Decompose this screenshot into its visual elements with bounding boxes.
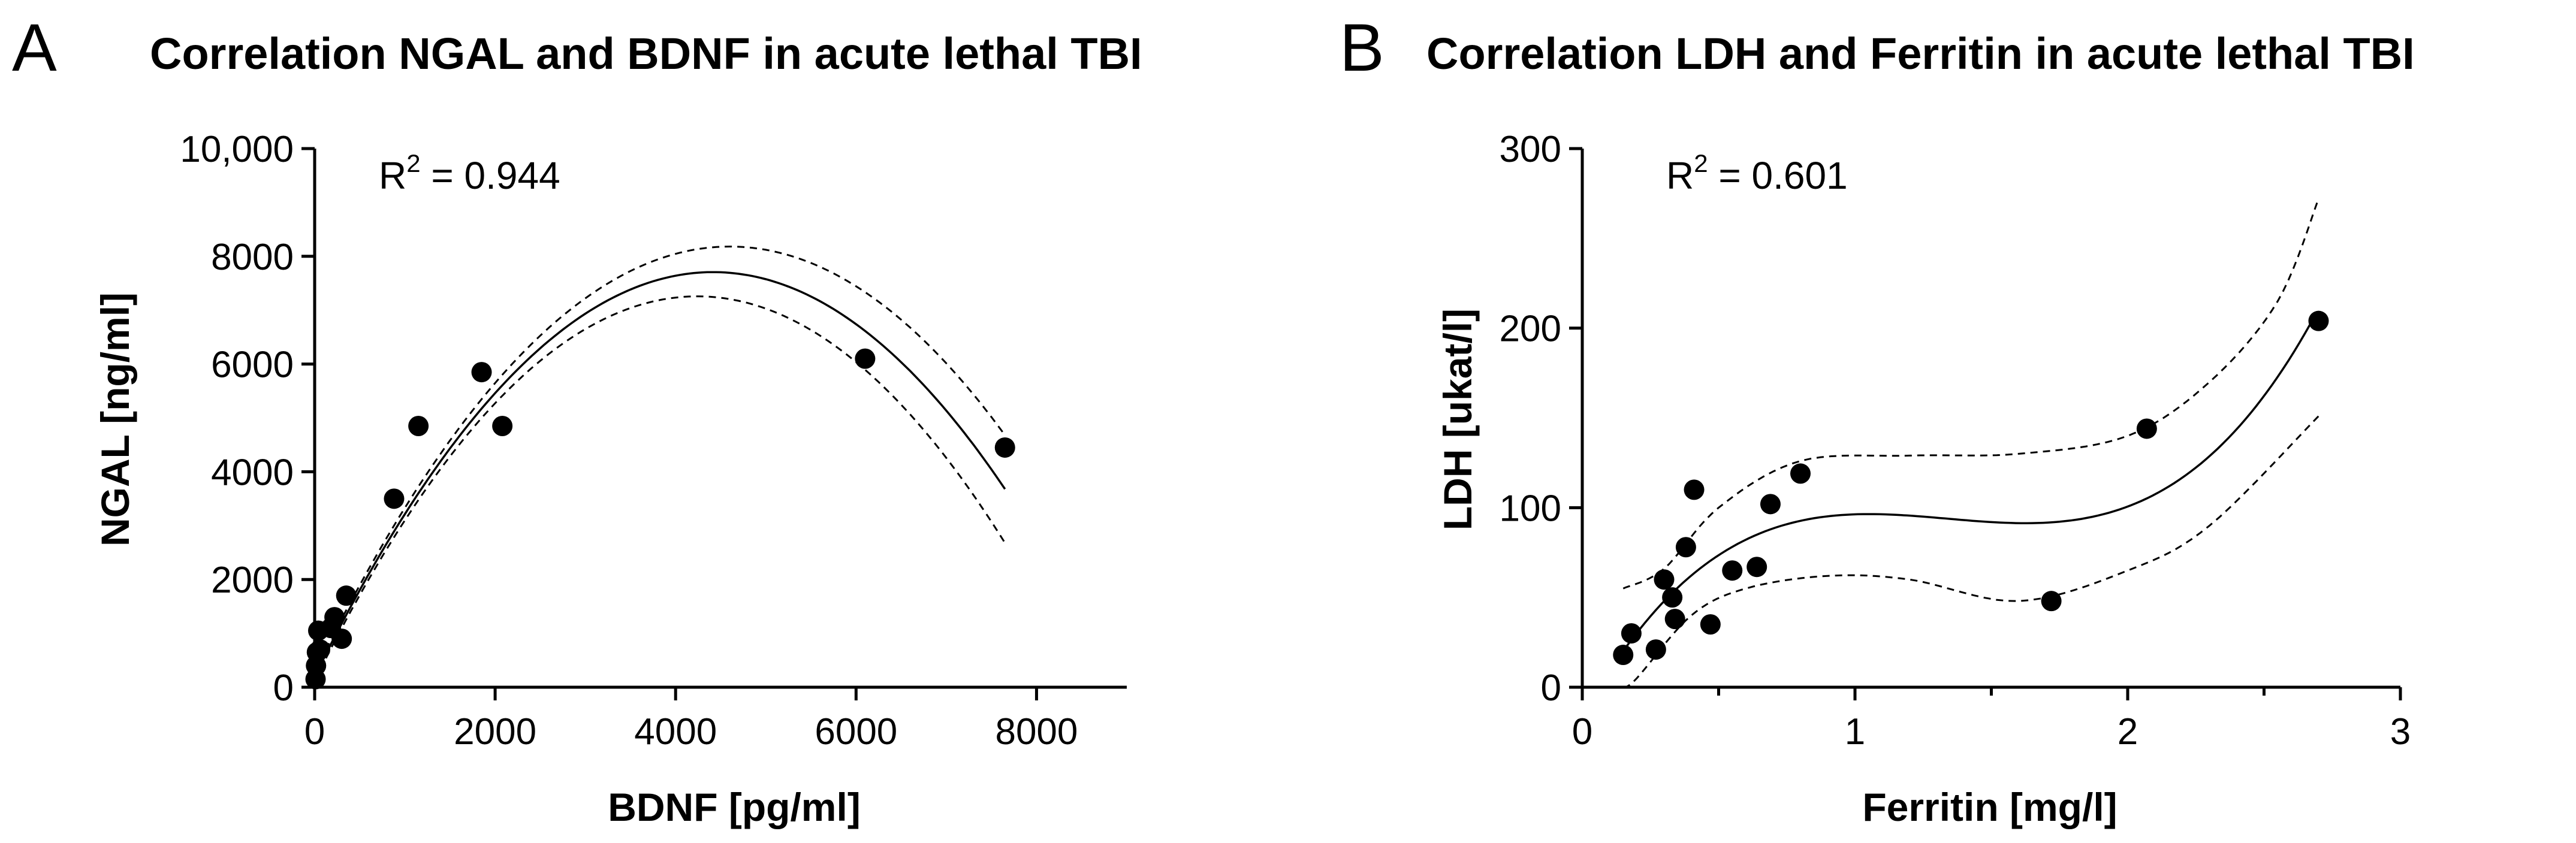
panel-b-ci-lower [1622, 415, 2319, 688]
panel-b-data-point [1613, 645, 1634, 666]
panel-a-data-point [492, 415, 513, 436]
panel-b-y-tick-label: 0 [1541, 667, 1561, 709]
panel-a-ci-upper [313, 245, 1006, 673]
panel-a-x-tick-label: 6000 [815, 711, 897, 753]
panel-b-data-point [1684, 479, 1705, 500]
panel-b-data-point [2136, 418, 2157, 439]
panel-b-title: Correlation LDH and Ferritin in acute le… [1426, 29, 2415, 78]
panel-a-data-point [855, 348, 876, 369]
panel-b-x-tick-label: 3 [2390, 711, 2411, 753]
panel-b-data-point [2041, 591, 2062, 612]
panel-a-y-tick-label: 6000 [211, 345, 294, 386]
panel-a-data-point [310, 639, 331, 660]
panel-b-data-point [1675, 537, 1696, 558]
panel-a-data-point [336, 585, 357, 606]
panel-a-x-tick-label: 0 [304, 711, 325, 753]
panel-b-data-point [1722, 560, 1743, 581]
panel-a-x-tick-label: 8000 [995, 711, 1078, 753]
panel-b: B Correlation LDH and Ferritin in acute … [1340, 10, 2415, 829]
panel-b-y-axis-label: LDH [ukat/l] [1435, 309, 1480, 530]
panel-a-ci-lower [313, 295, 1006, 681]
panel-a: A Correlation NGAL and BDNF in acute let… [12, 10, 1142, 829]
panel-a-x-axis-label: BDNF [pg/ml] [608, 785, 861, 829]
panel-a-data-point [331, 629, 352, 649]
panel-b-data-point [1645, 639, 1666, 660]
panel-a-data-point [994, 437, 1015, 458]
panel-a-y-tick-label: 2000 [211, 560, 294, 601]
panel-b-data-point [1760, 494, 1781, 515]
panel-b-ci-upper [1622, 198, 2319, 590]
panel-a-letter: A [12, 10, 57, 85]
panel-b-data-point [1621, 623, 1642, 644]
panel-a-r-squared: R2 = 0.944 [379, 149, 560, 197]
panel-b-y-tick-label: 100 [1500, 488, 1561, 529]
panel-a-x-tick-label: 2000 [454, 711, 536, 753]
panel-b-x-tick-label: 2 [2117, 711, 2138, 753]
panel-b-x-tick-label: 0 [1572, 711, 1592, 753]
panel-b-data-point [1790, 463, 1811, 484]
panel-a-data-point [471, 362, 492, 383]
panel-b-r-squared: R2 = 0.601 [1666, 149, 1848, 197]
panel-b-x-axis-label: Ferritin [mg/l] [1862, 785, 2117, 829]
panel-b-data-point [1700, 614, 1721, 635]
panel-b-data-point [1664, 609, 1685, 630]
panel-a-y-tick-label: 10,000 [180, 129, 294, 170]
panel-b-data-point [2308, 310, 2329, 331]
panel-b-x-tick-label: 1 [1845, 711, 1865, 753]
panel-b-y-tick-label: 200 [1500, 309, 1561, 350]
panel-b-letter: B [1340, 10, 1384, 85]
panel-a-x-tick-label: 4000 [634, 711, 717, 753]
panel-b-fit-curve [1622, 313, 2317, 652]
panel-b-y-tick-label: 300 [1500, 129, 1561, 170]
panel-b-data-point [1654, 569, 1675, 590]
panel-a-y-tick-label: 8000 [211, 237, 294, 278]
panel-a-data-point [384, 488, 405, 509]
panel-a-fit-curve [313, 271, 1006, 677]
panel-a-y-axis-label: NGAL [ng/ml] [93, 292, 137, 546]
panel-a-data-point [324, 607, 345, 628]
panel-a-data-point [408, 415, 429, 436]
panel-a-y-tick-label: 4000 [211, 452, 294, 493]
panel-a-title: Correlation NGAL and BDNF in acute letha… [150, 29, 1142, 78]
panel-a-y-tick-label: 0 [273, 667, 294, 709]
panel-b-data-point [1662, 587, 1683, 608]
panel-b-data-point [1747, 557, 1767, 578]
